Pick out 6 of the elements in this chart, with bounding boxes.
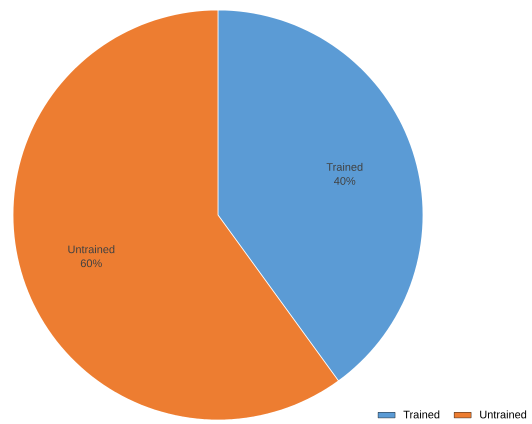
legend-label: Trained [403, 410, 440, 418]
data-label: 40% [334, 177, 356, 185]
slice-label: Untrained [68, 245, 114, 254]
legend-label: Untrained [480, 410, 526, 418]
data-label: 60% [80, 259, 102, 268]
slice-label: Trained [326, 162, 362, 171]
